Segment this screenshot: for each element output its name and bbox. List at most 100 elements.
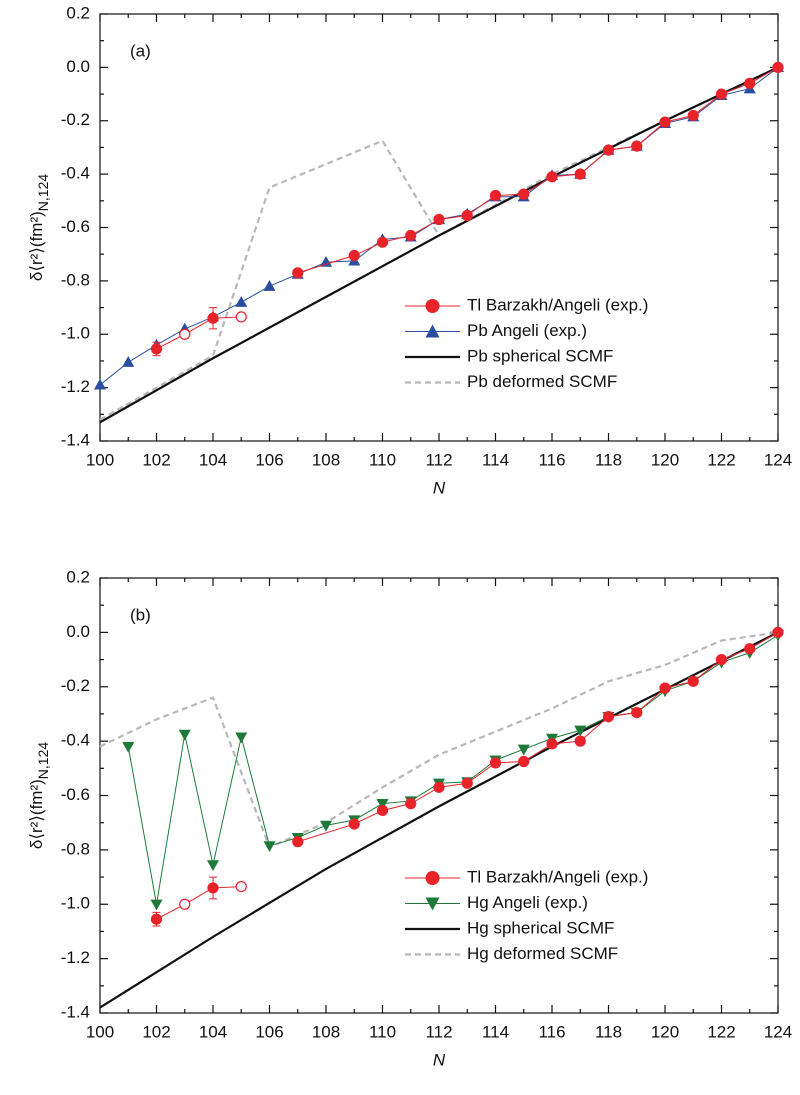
x-tick-label: 112 (425, 1022, 452, 1041)
y-tick-label: 0.0 (66, 57, 90, 76)
data-point (489, 189, 502, 202)
data-point (772, 61, 784, 73)
data-point (206, 860, 220, 872)
data-point (687, 675, 699, 687)
x-tick-label: 106 (255, 1022, 283, 1041)
y-tick-label: -1.0 (61, 324, 90, 343)
x-tick-label: 122 (707, 1022, 735, 1041)
data-point (659, 682, 671, 694)
panel-annotation: (a) (130, 41, 151, 60)
x-tick-label: 112 (425, 450, 452, 469)
y-tick-label: -0.4 (61, 164, 90, 183)
y-tick-label: -1.0 (61, 894, 90, 913)
data-point (348, 818, 360, 830)
data-point (235, 732, 248, 744)
y-tick-label: 0.2 (66, 3, 90, 22)
y-axis-label-main: δ⟨r²⟩(fm²) (27, 211, 46, 281)
x-tick-label: 108 (312, 1022, 340, 1041)
data-point (518, 755, 530, 768)
data-point (178, 729, 191, 741)
x-tick-label: 106 (255, 450, 283, 469)
data-point (461, 777, 473, 789)
series-line (99, 66, 779, 421)
data-point (546, 171, 558, 183)
legend-label: Pb spherical SCMF (467, 346, 613, 365)
data-point (348, 249, 360, 262)
data-point (715, 88, 728, 100)
x-tick-label: 122 (707, 450, 735, 469)
series-line (99, 631, 779, 849)
y-tick-label: -0.4 (61, 731, 90, 750)
x-tick-label: 104 (199, 450, 227, 469)
legend-label: Hg spherical SCMF (467, 918, 614, 937)
y-axis-label-sub: N,124 (35, 174, 51, 212)
data-point (93, 378, 107, 390)
y-tick-label: -1.2 (61, 948, 90, 967)
y-axis-label: δ⟨r²⟩(fm²)N,124 (27, 742, 50, 849)
y-tick-label: 0.2 (66, 567, 90, 586)
x-tick-label: 110 (369, 1022, 396, 1041)
data-point (376, 799, 389, 810)
x-axis-label: N (433, 1050, 446, 1069)
x-tick-label: 108 (312, 450, 340, 469)
data-point (376, 804, 389, 817)
data-point (461, 209, 473, 222)
data-point (292, 267, 304, 279)
data-point (574, 168, 586, 180)
series-line (127, 634, 779, 905)
x-tick-label: 124 (764, 1022, 792, 1041)
data-point (179, 328, 191, 340)
legend-label: Pb deformed SCMF (467, 372, 617, 391)
y-tick-label: -1.4 (61, 1002, 90, 1021)
y-tick-label: -0.6 (61, 217, 90, 236)
data-point (235, 311, 247, 323)
y-axis-label-main: δ⟨r²⟩(fm²) (27, 779, 46, 849)
legend-marker (425, 897, 440, 911)
data-point (405, 229, 417, 242)
data-point (376, 236, 389, 248)
data-point (150, 913, 163, 925)
legend-marker (425, 871, 440, 885)
y-tick-label: -0.6 (61, 785, 90, 804)
x-tick-label: 124 (764, 450, 792, 469)
data-point (292, 836, 304, 848)
x-tick-label: 100 (86, 450, 114, 469)
data-point (405, 798, 417, 810)
legend-marker (425, 324, 440, 338)
x-tick-label: 102 (142, 450, 170, 469)
x-tick-label: 104 (199, 1022, 227, 1041)
x-tick-label: 120 (651, 1022, 679, 1041)
data-point (122, 356, 135, 367)
legend-label: Tl Barzakh/Angeli (exp.) (467, 295, 648, 314)
x-tick-label: 114 (482, 1022, 509, 1041)
x-tick-label: 100 (86, 1022, 114, 1041)
legend-label: Hg deformed SCMF (467, 944, 618, 963)
data-point (574, 735, 586, 747)
data-point (574, 725, 587, 737)
data-point (150, 343, 163, 355)
data-point (631, 706, 643, 719)
data-point (433, 213, 445, 226)
x-tick-label: 116 (538, 1022, 565, 1041)
data-point (744, 77, 756, 89)
legend-marker (425, 299, 440, 313)
data-point (546, 738, 558, 750)
data-point (150, 899, 163, 911)
x-tick-label: 114 (482, 450, 509, 469)
data-point (772, 626, 784, 638)
y-axis-label: δ⟨r²⟩(fm²)N,124 (27, 174, 50, 281)
x-tick-label: 116 (538, 450, 565, 469)
x-tick-label: 120 (651, 450, 679, 469)
data-point (433, 781, 445, 793)
data-point (319, 820, 333, 832)
data-point (517, 744, 530, 756)
data-point (602, 144, 615, 156)
y-tick-label: -0.8 (61, 839, 90, 858)
x-tick-label: 102 (142, 1022, 170, 1041)
data-point (235, 880, 247, 893)
data-point (602, 711, 615, 723)
plot-frame (99, 13, 779, 442)
y-tick-label: -0.2 (61, 110, 90, 129)
